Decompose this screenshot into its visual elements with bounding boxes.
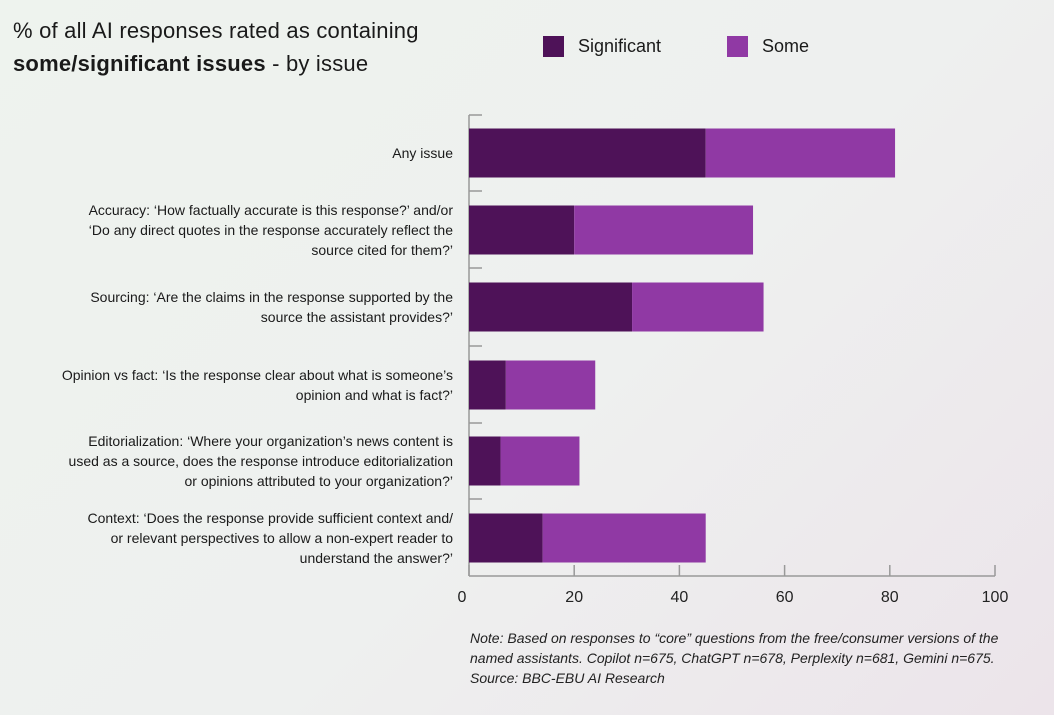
bar-some: [500, 436, 580, 486]
chart-title-line1: % of all AI responses rated as containin…: [13, 18, 419, 43]
category-label-line: Context: ‘Does the response provide suff…: [87, 510, 453, 526]
category-label-line: Opinion vs fact: ‘Is the response clear …: [61, 367, 453, 383]
category-label-line: Any issue: [392, 145, 453, 161]
category-label-line: used as a source, does the response intr…: [68, 453, 453, 469]
legend-label-significant: Significant: [578, 36, 662, 56]
x-tick-label: 100: [982, 589, 1009, 606]
chart-title-line2: some/significant issues - by issue: [13, 47, 419, 80]
category-label: Context: ‘Does the response provide suff…: [3, 508, 453, 568]
chart-title: % of all AI responses rated as containin…: [13, 14, 419, 80]
chart-note: Note: Based on responses to “core” quest…: [470, 630, 999, 686]
bar-significant: [469, 282, 633, 332]
legend-swatch-significant: [543, 36, 564, 57]
x-tick-label: 40: [671, 589, 689, 606]
category-label-line: ‘Do any direct quotes in the response ac…: [88, 222, 453, 238]
category-label: Sourcing: ‘Are the claims in the respons…: [3, 287, 453, 327]
chart-title-rest: - by issue: [265, 51, 369, 76]
x-tick-label: 80: [881, 589, 899, 606]
bar-significant: [469, 128, 706, 178]
category-label-line: source cited for them?’: [311, 242, 453, 258]
category-label-line: Sourcing: ‘Are the claims in the respons…: [90, 289, 453, 305]
x-tick-label: 0: [458, 589, 467, 606]
category-label-line: Editorialization: ‘Where your organizati…: [88, 433, 453, 449]
category-label-line: or relevant perspectives to allow a non-…: [110, 530, 453, 546]
category-label-line: understand the answer?’: [299, 550, 453, 566]
category-label: Editorialization: ‘Where your organizati…: [3, 431, 453, 491]
bar-significant: [469, 205, 575, 255]
x-tick-label: 60: [776, 589, 794, 606]
bar-significant: [469, 513, 543, 563]
legend-label-some: Some: [762, 36, 810, 56]
bar-significant: [469, 436, 501, 486]
legend-item-significant: Significant: [543, 36, 661, 57]
bar-some: [505, 360, 596, 410]
category-label-line: source the assistant provides?’: [260, 309, 453, 325]
category-label-line: opinion and what is fact?’: [295, 387, 453, 403]
category-label-line: or opinions attributed to your organizat…: [184, 473, 453, 489]
x-tick-label: 20: [565, 589, 583, 606]
chart-title-bold: some/significant issues: [13, 51, 266, 76]
bar-some: [705, 128, 896, 178]
category-label-line: Accuracy: ‘How factually accurate is thi…: [88, 202, 453, 218]
bar-some: [542, 513, 706, 563]
category-label: Accuracy: ‘How factually accurate is thi…: [3, 200, 453, 260]
bar-some: [632, 282, 764, 332]
category-label: Any issue: [3, 143, 453, 163]
category-label: Opinion vs fact: ‘Is the response clear …: [3, 365, 453, 405]
legend-swatch-some: [727, 36, 748, 57]
bar-significant: [469, 360, 506, 410]
bar-some: [574, 205, 754, 255]
legend-item-some: Some: [727, 36, 809, 57]
